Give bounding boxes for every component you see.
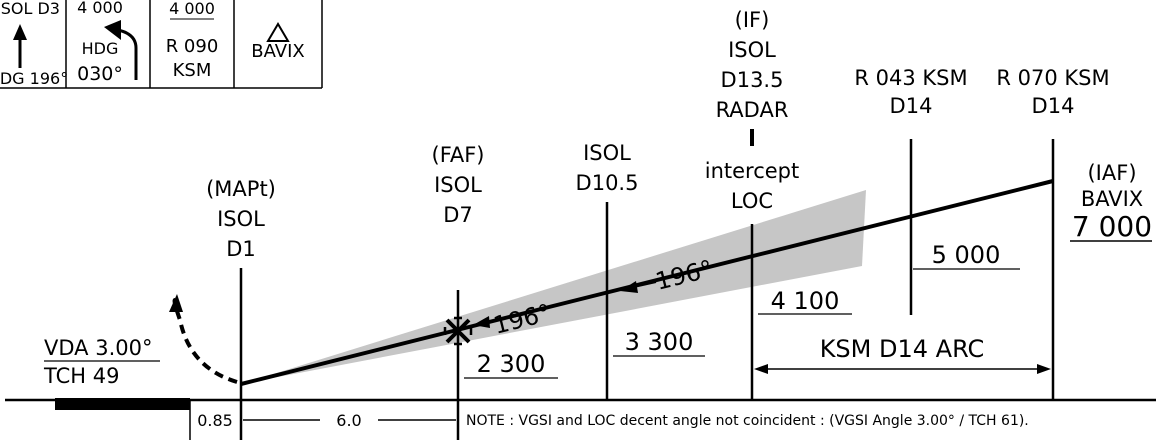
box1-fix: ISOL D3 (0, 0, 60, 18)
faf-label-2: ISOL (434, 173, 482, 197)
r043-label-2: D14 (890, 94, 933, 118)
if-label-6: LOC (731, 189, 773, 213)
iaf-altitude: 7 000 (1072, 210, 1152, 243)
turn-right-arrow-icon (104, 20, 138, 80)
r043-label-1: R 043 KSM (854, 66, 967, 90)
box3-station: KSM (173, 60, 212, 81)
arc-dimension (754, 364, 1051, 374)
inbound-arrow-1 (473, 313, 527, 328)
if-label-2: ISOL (728, 38, 776, 62)
vda-label: VDA 3.00° (44, 336, 152, 360)
rwy-mapt-distance: 0.85 (197, 411, 233, 430)
d105-altitude: 3 300 (625, 328, 694, 356)
box1-heading: HDG 196° (0, 69, 68, 88)
mapt-label-3: D1 (226, 237, 256, 261)
d105-label-2: D10.5 (576, 171, 639, 195)
straight-up-arrow-icon (13, 24, 27, 68)
mapt-faf-distance: 6.0 (336, 411, 361, 430)
box3-altitude: 4 000 (169, 0, 215, 18)
inbound-arrow-2 (620, 281, 657, 293)
box2-heading: 030° (77, 63, 123, 85)
missed-approach-panel: ISOL D3 HDG 196° 4 000 HDG 030° 4 000 R … (0, 0, 323, 89)
tch-label: TCH 49 (43, 364, 119, 388)
faf-altitude: 2 300 (477, 350, 546, 378)
faf-label-3: D7 (443, 203, 473, 227)
if-label-4: RADAR (716, 98, 789, 122)
if-label-1: (IF) (735, 8, 770, 32)
mapt-label-1: (MAPt) (206, 177, 276, 201)
approach-wedge (241, 190, 866, 384)
missed-approach-curve (172, 298, 238, 384)
if-altitude: 4 100 (771, 287, 840, 315)
r070-label-2: D14 (1032, 94, 1075, 118)
iaf-label-2: BAVIX (1081, 187, 1143, 211)
if-label-5: intercept (705, 159, 800, 183)
fix-labels: (MAPt) ISOL D1 (FAF) ISOL D7 ISOL D10.5 … (206, 8, 1143, 261)
missed-approach-arrowhead (169, 294, 183, 312)
box2-altitude: 4 000 (77, 0, 123, 17)
waypoint-triangle-icon (266, 22, 290, 42)
r043-altitude: 5 000 (932, 241, 1001, 269)
arc-label: KSM D14 ARC (820, 335, 985, 363)
faf-cross-icon (443, 316, 473, 346)
vgsi-note: NOTE : VGSI and LOC decent angle not coi… (466, 413, 1029, 429)
r070-label-1: R 070 KSM (996, 66, 1109, 90)
iaf-label-1: (IAF) (1087, 161, 1136, 185)
box3-radial: R 090 (166, 36, 219, 57)
mapt-label-2: ISOL (217, 207, 265, 231)
box2-hdg-label: HDG (82, 39, 119, 58)
runway (55, 398, 190, 410)
glide-path (240, 179, 1054, 386)
box4-fix: BAVIX (251, 41, 304, 62)
if-label-3: D13.5 (721, 68, 784, 92)
d105-label-1: ISOL (583, 141, 631, 165)
faf-label-1: (FAF) (432, 143, 485, 167)
